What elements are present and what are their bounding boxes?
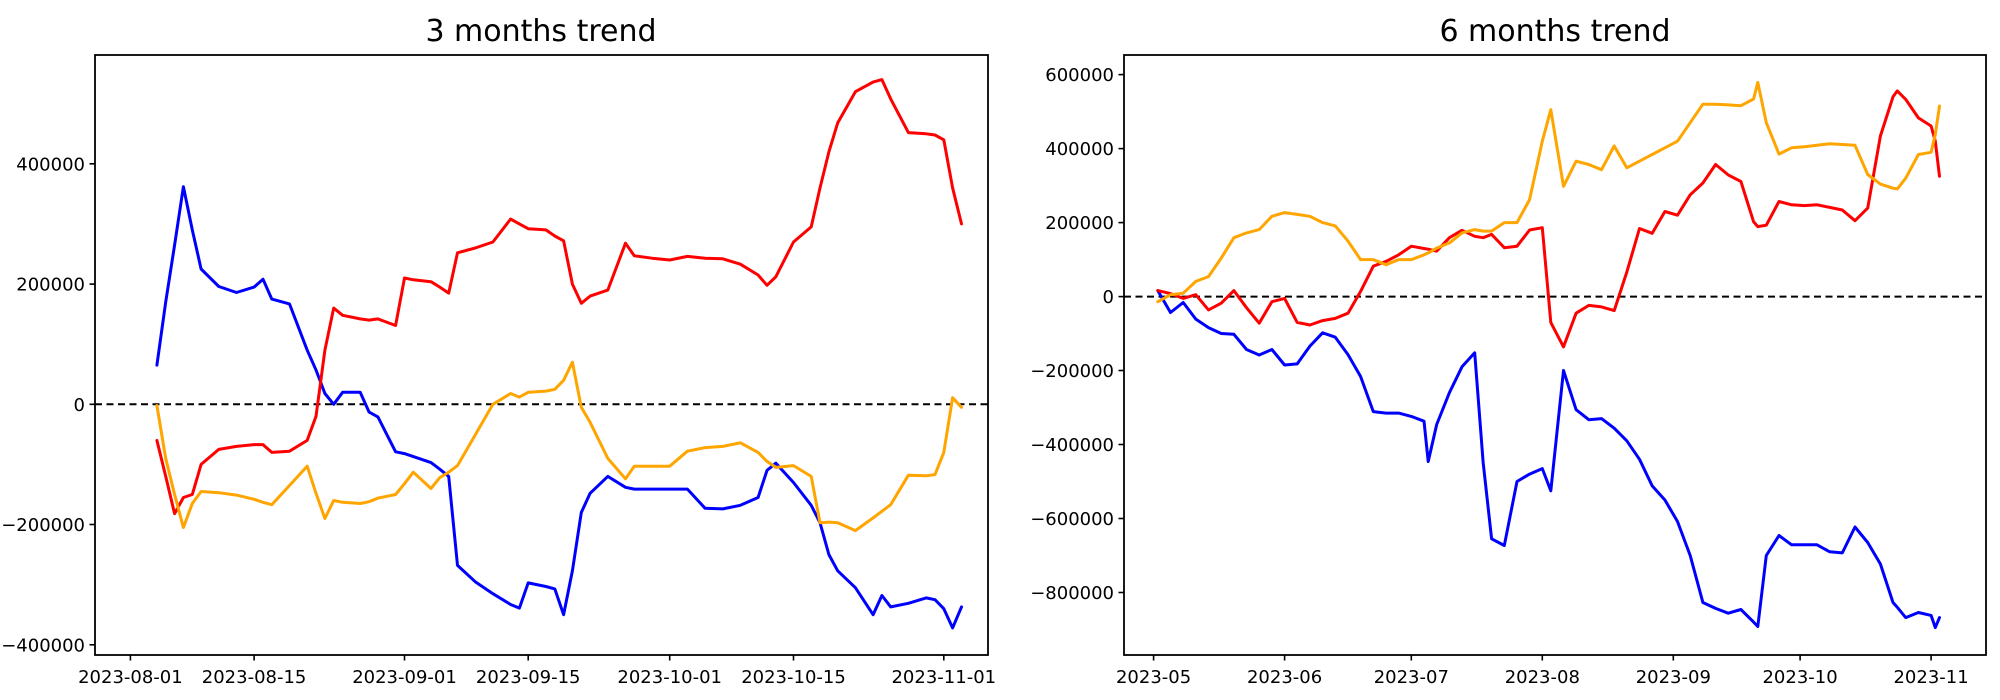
y-tick-label: −400000 <box>1030 435 1114 456</box>
y-tick-label: 200000 <box>16 275 85 296</box>
x-tick-label: 2023-08-01 <box>78 667 183 688</box>
y-tick-label: 0 <box>1103 287 1114 308</box>
y-tick-label: −200000 <box>1 515 85 536</box>
y-tick-label: −800000 <box>1030 583 1114 604</box>
x-tick-label: 2023-08 <box>1505 667 1580 688</box>
plot-border <box>1123 54 1987 656</box>
y-tick-label: 400000 <box>1045 139 1114 160</box>
x-tick-label: 2023-10-01 <box>617 667 722 688</box>
chart-title-6-months: 6 months trend <box>1439 14 1670 49</box>
x-tick-label: 2023-08-15 <box>202 667 307 688</box>
chart-title-3-months: 3 months trend <box>425 14 656 49</box>
x-tick-label: 2023-11-01 <box>891 667 996 688</box>
x-tick-label: 2023-05 <box>1116 667 1191 688</box>
y-tick-label: 600000 <box>1045 65 1114 86</box>
x-tick-label: 2023-07 <box>1374 667 1449 688</box>
y-tick-label: −600000 <box>1030 509 1114 530</box>
series-line-blue <box>155 185 963 630</box>
y-tick-label: 0 <box>74 395 85 416</box>
y-tick-label: 400000 <box>16 154 85 175</box>
series-line-orange <box>155 360 963 533</box>
x-tick-label: 2023-09-15 <box>476 667 581 688</box>
x-tick-label: 2023-09-01 <box>352 667 457 688</box>
y-tick-label: −200000 <box>1030 361 1114 382</box>
y-tick-label: −400000 <box>1 635 85 656</box>
plot-border <box>94 54 989 656</box>
chart-6-months-trend: 2023-05 2023-06 2023-07 2023-08 2023-09 2023-… <box>1030 54 1987 688</box>
x-tick-label: 2023-06 <box>1247 667 1322 688</box>
x-tick-label: 2023-10-15 <box>741 667 846 688</box>
series-line-orange <box>1156 80 1941 304</box>
y-tick-label: 200000 <box>1045 213 1114 234</box>
series-line-blue <box>1156 289 1941 630</box>
series-line-red <box>1156 89 1941 349</box>
chart-3-months-trend: 2023-08-01 2023-08-15 2023-09-01 2023-09-15… <box>1 54 996 688</box>
x-tick-label: 2023-10 <box>1762 667 1837 688</box>
series-line-red <box>155 78 963 516</box>
x-tick-label: 2023-09 <box>1636 667 1711 688</box>
x-tick-label: 2023-11 <box>1893 667 1968 688</box>
